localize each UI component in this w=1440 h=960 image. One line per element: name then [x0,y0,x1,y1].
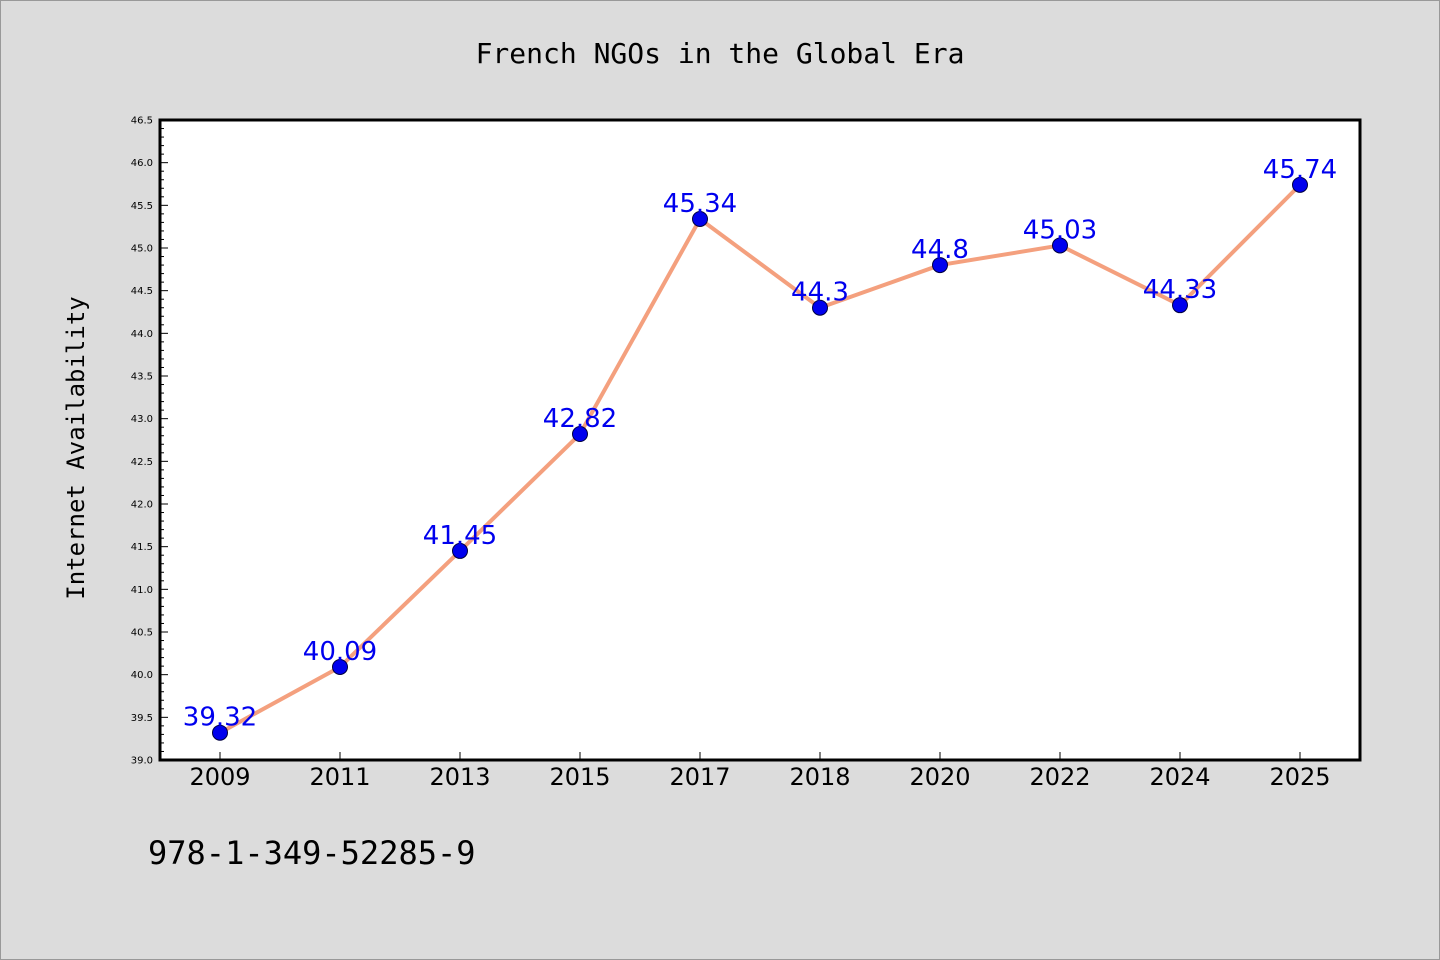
footnote-isbn: 978-1-349-52285-9 [148,834,476,872]
x-tick-label: 2025 [1269,763,1330,791]
x-tick-label: 2024 [1149,763,1210,791]
series [212,176,1308,741]
x-tick-label: 2020 [909,763,970,791]
data-label: 39.32 [183,703,257,733]
plot-area [158,118,1362,762]
x-tick-label: 2022 [1029,763,1090,791]
data-point [1052,237,1068,254]
x-tick-label: 2009 [189,763,250,791]
data-label: 44.3 [791,278,849,308]
data-point [812,299,828,316]
y-ticks: 39.0 39.5 40.0 40.5 41.0 41.5 42.0 42.5 43.0 43.5… [131,116,168,767]
y-tick-label: 42.0 [131,500,153,511]
y-tick-label: 41.5 [131,542,153,553]
y-tick-label: 43.0 [131,414,153,425]
y-tick-label: 46.5 [131,116,153,127]
x-tick-label: 2018 [789,763,850,791]
data-labels: 39.32 40.09 41.45 42.82 45.34 44.3 44.8 45.03 44… [183,155,1337,733]
data-label: 41.45 [423,521,497,551]
data-label: 45.74 [1263,155,1337,185]
data-point [1292,176,1308,193]
data-label: 42.82 [543,404,617,434]
data-label: 40.09 [303,637,377,667]
y-tick-label: 41.0 [131,585,153,596]
y-tick-label: 42.5 [131,457,153,468]
data-point [692,210,708,227]
x-ticks: 2009 2011 2013 2015 2017 2018 2020 2022 2024 2025 [189,752,1331,791]
y-tick-label: 45.5 [131,201,153,212]
data-point [452,542,468,559]
y-tick-label: 44.5 [131,286,153,297]
y-tick-label: 39.5 [131,713,153,724]
y-tick-label: 44.0 [131,329,153,340]
series-line [218,182,1302,735]
y-tick-label: 40.5 [131,628,153,639]
data-point [212,724,228,741]
data-label: 44.33 [1143,275,1217,305]
data-label: 44.8 [911,235,969,265]
x-tick-label: 2017 [669,763,730,791]
y-tick-label: 43.5 [131,372,153,383]
y-tick-label: 39.0 [131,756,153,767]
x-tick-label: 2015 [549,763,610,791]
y-tick-label: 46.0 [131,158,153,169]
data-point [1172,297,1188,314]
x-tick-label: 2013 [429,763,490,791]
data-point [572,426,588,443]
y-axis-label: Internet Availability [62,296,90,599]
y-tick-label: 45.0 [131,244,153,255]
y-tick-label: 40.0 [131,670,153,681]
data-label: 45.03 [1023,215,1097,245]
data-label: 45.34 [663,189,737,219]
data-point [932,257,948,274]
chart-title: French NGOs in the Global Era [476,37,965,70]
data-point [332,658,348,675]
x-tick-label: 2011 [309,763,370,791]
